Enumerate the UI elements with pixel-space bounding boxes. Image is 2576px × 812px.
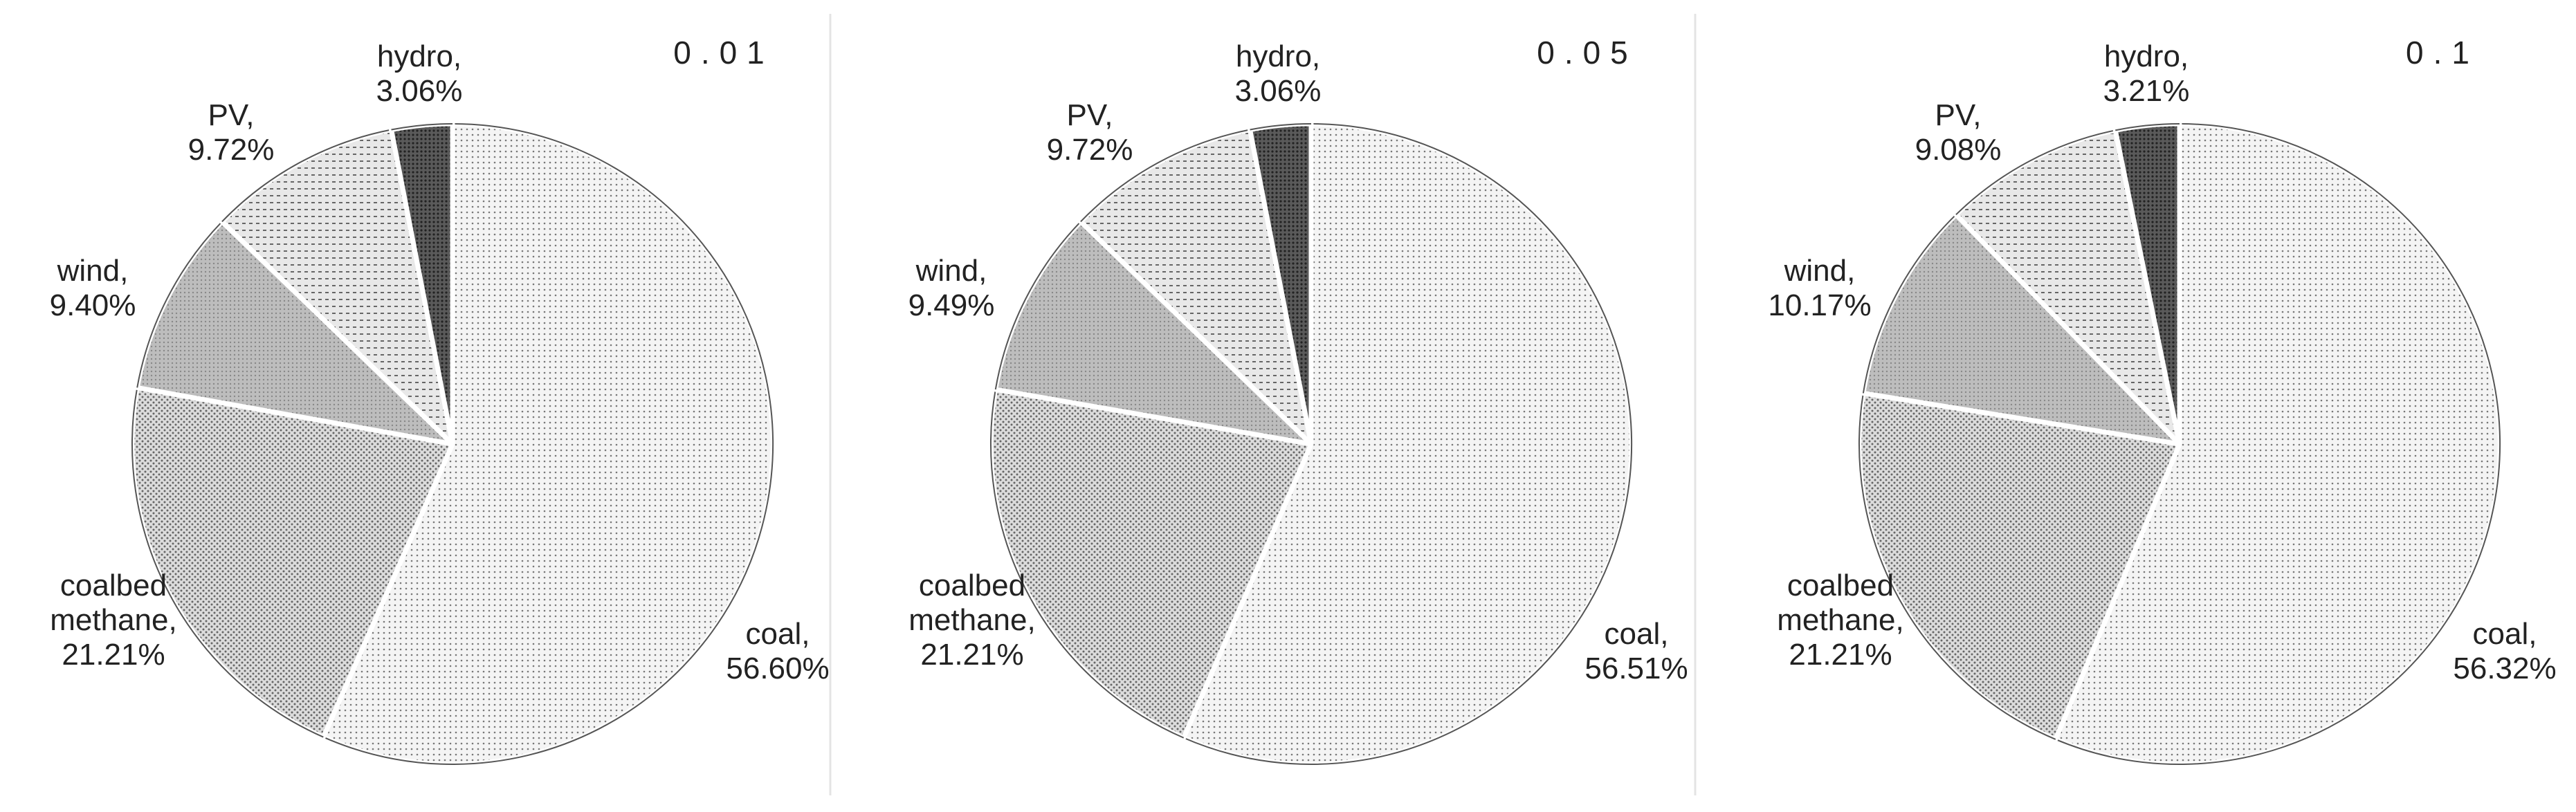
label-separator: , [2180, 39, 2189, 73]
category-name: hydro [376, 39, 453, 73]
value-label: 21.21% [920, 638, 1024, 672]
category-name: hydro [2103, 39, 2180, 73]
label-separator: , [978, 254, 987, 288]
data-label: wind, 9.40% [10, 254, 176, 323]
data-label: coal, 56.51% [1553, 617, 1719, 686]
label-separator: , [453, 39, 462, 73]
label-separator: , [1660, 617, 1669, 651]
category-name: coalbed methane [908, 569, 1027, 637]
chart-title: 0.1 [2406, 35, 2479, 71]
category-name: coalbed methane [50, 569, 169, 637]
slice-outline [1080, 129, 1250, 223]
data-label: coal, 56.32% [2422, 617, 2576, 686]
value-label: 9.72% [1046, 133, 1133, 167]
value-label: 56.51% [1584, 652, 1688, 685]
value-label: 9.49% [908, 288, 995, 322]
category-name: hydro [1235, 39, 1312, 73]
label-separator: , [1311, 39, 1321, 73]
category-name: wind [1784, 254, 1847, 288]
label-separator: , [168, 603, 177, 637]
value-label: 56.32% [2453, 652, 2557, 685]
category-name: wind [57, 254, 120, 288]
data-label: coalbed methane, 21.21% [30, 569, 197, 672]
data-label: hydro, 3.06% [336, 39, 502, 109]
slice-outline [994, 221, 1081, 390]
label-separator: , [1104, 98, 1113, 132]
slice-outline [2115, 123, 2180, 131]
label-separator: , [1895, 603, 1904, 637]
data-label: hydro, 3.06% [1195, 39, 1361, 109]
category-name: wind [915, 254, 979, 288]
data-label: wind, 10.17% [1737, 254, 1903, 323]
label-separator: , [246, 98, 255, 132]
label-separator: , [1847, 254, 1856, 288]
data-label: PV, 9.72% [1007, 98, 1173, 167]
label-separator: , [801, 617, 810, 651]
data-label: hydro, 3.21% [2063, 39, 2229, 109]
value-label: 3.06% [376, 74, 463, 108]
data-label: coal, 56.60% [695, 617, 861, 686]
chart-title: 0.05 [1537, 35, 1638, 71]
chart-title: 0.01 [673, 35, 774, 71]
label-separator: , [1027, 603, 1036, 637]
slice-outline [1955, 129, 2116, 216]
label-separator: , [1973, 98, 1982, 132]
data-label: PV, 9.08% [1875, 98, 2041, 167]
slice-outline [1183, 123, 1632, 765]
slice-outline [1858, 393, 2056, 740]
value-label: 9.72% [188, 133, 275, 167]
slice-outline [322, 123, 774, 765]
label-separator: , [2528, 617, 2537, 651]
data-label: coalbed methane, 21.21% [889, 569, 1055, 672]
data-label: wind, 9.49% [868, 254, 1034, 323]
slice-outline [2055, 123, 2501, 765]
data-label: PV, 9.72% [148, 98, 314, 167]
slice-outline [990, 389, 1185, 739]
slice-outline [1250, 123, 1312, 131]
slice-outline [391, 123, 453, 131]
slice-outline [131, 387, 324, 738]
slice-outline [221, 129, 392, 223]
slice-outline [1862, 214, 1957, 394]
category-name: coal [1604, 617, 1661, 651]
category-name: coalbed methane [1777, 569, 1896, 637]
slice-outline [136, 221, 223, 388]
value-label: 3.06% [1234, 74, 1322, 108]
value-label: 56.60% [726, 652, 830, 685]
value-label: 9.08% [1915, 133, 2002, 167]
value-label: 21.21% [1789, 638, 1892, 672]
value-label: 21.21% [62, 638, 165, 672]
category-name: PV [1066, 98, 1105, 132]
category-name: coal [2472, 617, 2529, 651]
value-label: 9.40% [49, 288, 136, 322]
category-name: PV [1935, 98, 1973, 132]
data-label: coalbed methane, 21.21% [1757, 569, 1924, 672]
value-label: 3.21% [2103, 74, 2190, 108]
category-name: coal [745, 617, 802, 651]
value-label: 10.17% [1768, 288, 1872, 322]
label-separator: , [120, 254, 129, 288]
category-name: PV [208, 98, 246, 132]
